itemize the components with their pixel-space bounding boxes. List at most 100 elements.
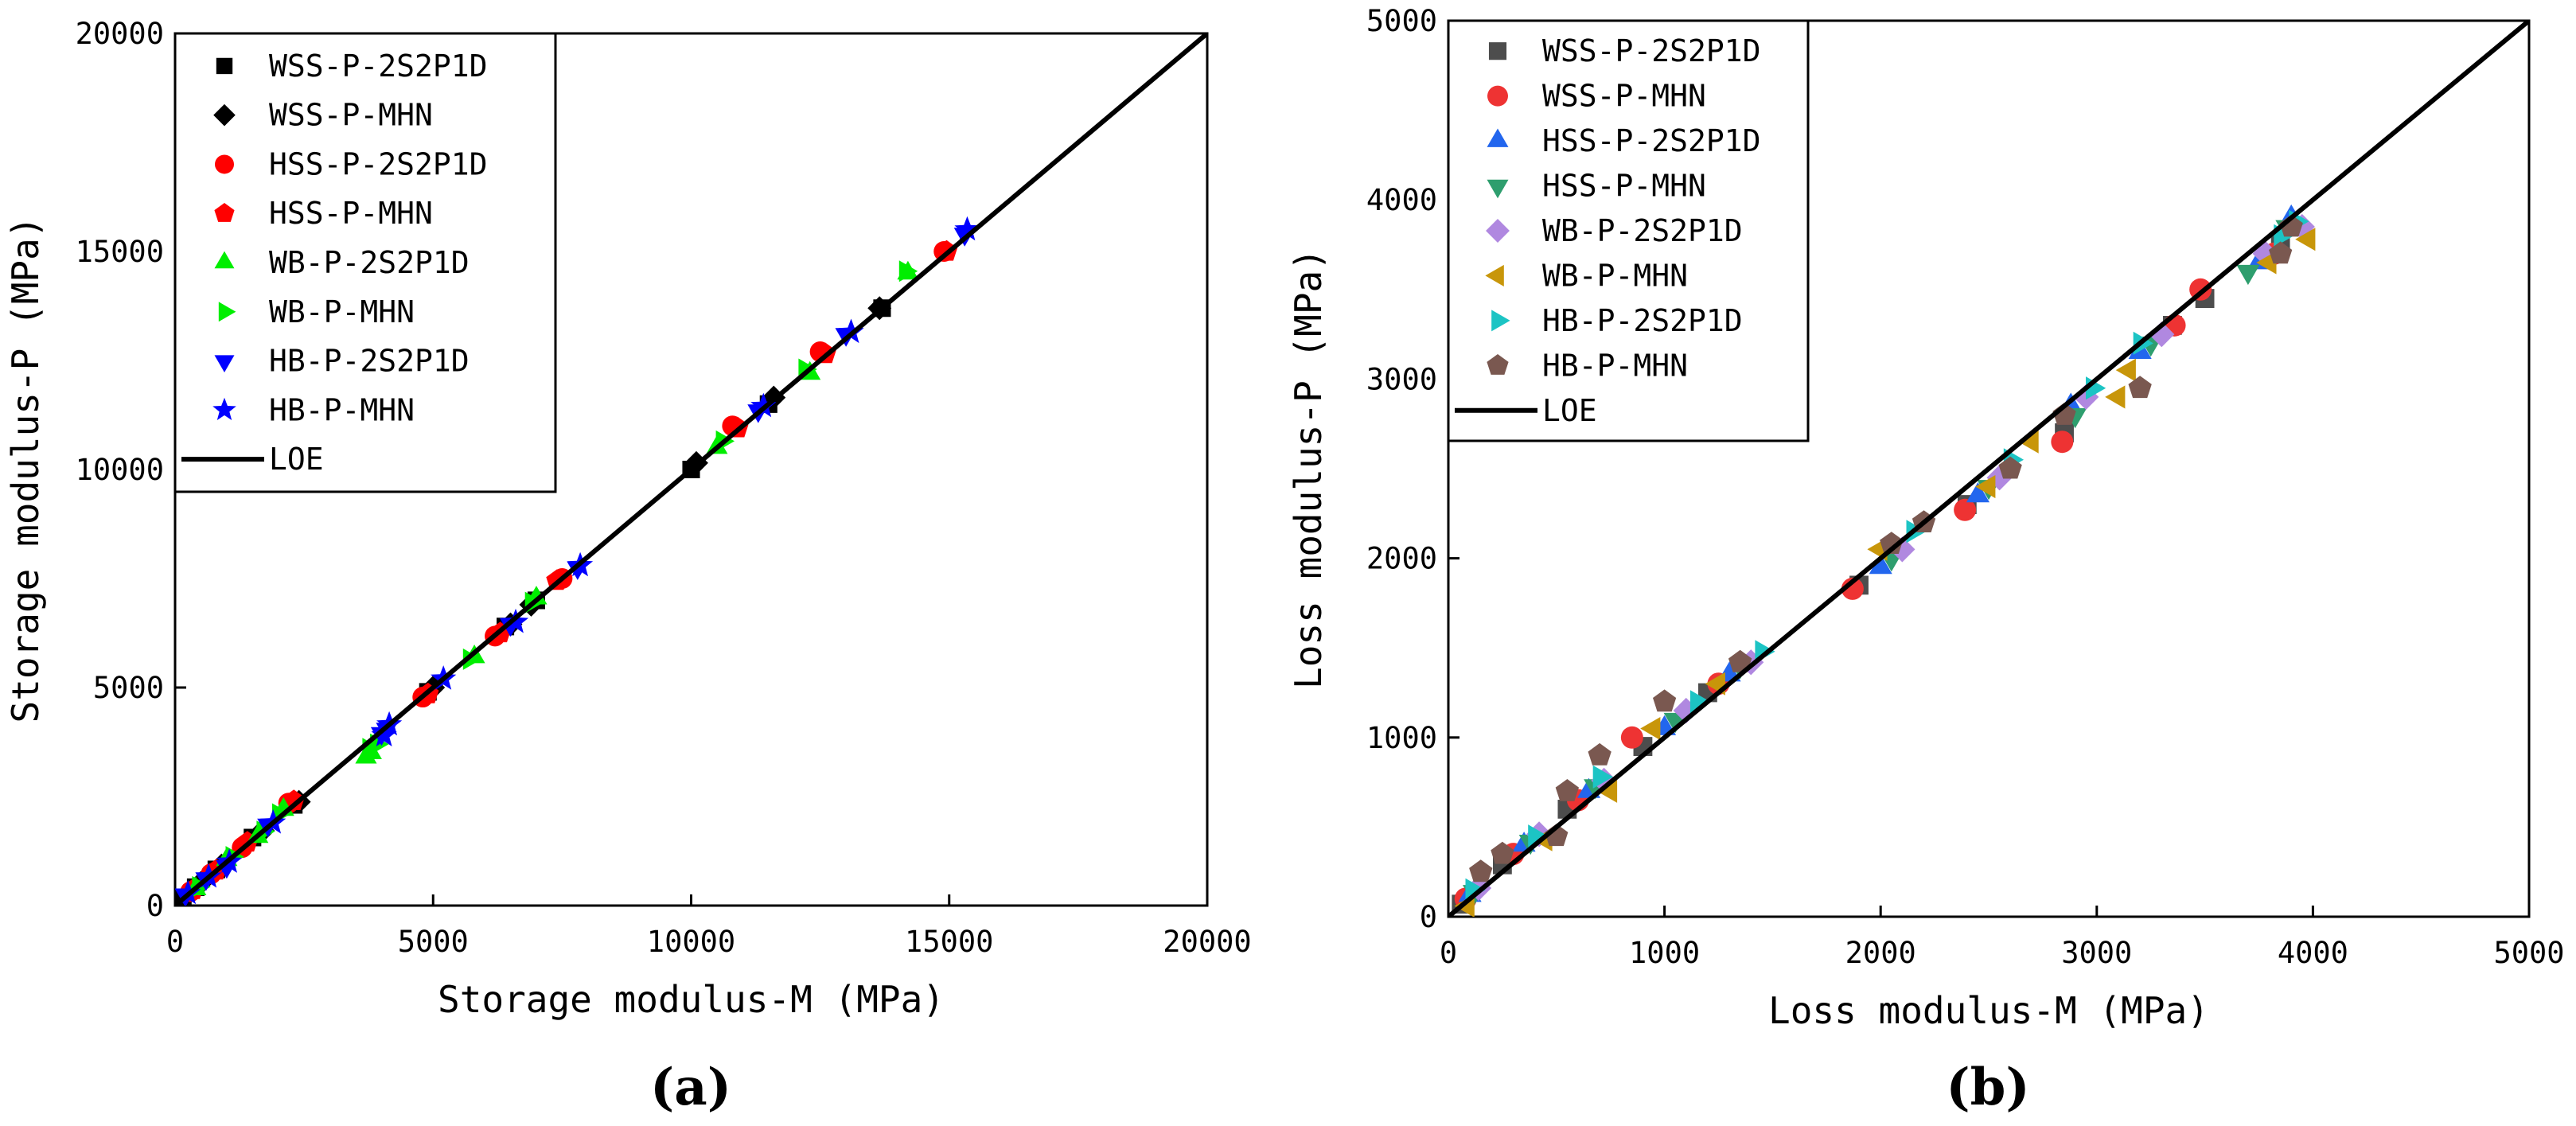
data-point xyxy=(1728,649,1752,672)
data-point xyxy=(1998,456,2022,479)
legend-marker xyxy=(214,203,235,222)
legend-label: HSS-P-2S2P1D xyxy=(269,146,488,181)
data-point xyxy=(1469,859,1493,882)
data-point xyxy=(2115,358,2136,382)
x-tick-label: 5000 xyxy=(2493,936,2564,970)
y-tick-label: 3000 xyxy=(1366,362,1437,396)
data-point xyxy=(1528,824,1549,848)
data-point xyxy=(283,789,305,810)
legend-marker xyxy=(214,251,235,269)
x-tick-label: 5000 xyxy=(398,925,469,959)
legend: WSS-P-2S2P1D WSS-P-MHN HSS-P-2S2P1D HSS-P-M… xyxy=(173,32,557,493)
legend-label: WSS-P-MHN xyxy=(269,98,433,133)
data-point xyxy=(2018,430,2039,454)
x-tick-label: 20000 xyxy=(1163,925,1251,959)
legend-marker xyxy=(1487,354,1509,375)
chart-panel-a: 0 5000 10000 15000 20000 0 5000 10000 15000 20000… xyxy=(4,17,1252,1117)
data-point xyxy=(462,648,482,670)
data-point xyxy=(1880,532,1904,554)
data-point xyxy=(1966,482,1989,503)
legend-marker xyxy=(1485,264,1504,286)
legend-marker xyxy=(213,103,236,127)
x-tick-label: 4000 xyxy=(2278,936,2348,970)
legend-label: WB-P-2S2P1D xyxy=(1542,213,1743,248)
y-tick-label: 10000 xyxy=(76,453,164,487)
legend-label: WSS-P-2S2P1D xyxy=(269,49,488,84)
legend-marker xyxy=(1491,310,1510,332)
y-tick-label: 5000 xyxy=(1366,4,1437,38)
x-tick-label: 1000 xyxy=(1629,936,1700,970)
legend-marker xyxy=(216,57,233,75)
data-point xyxy=(371,722,397,746)
data-point xyxy=(1592,765,1613,789)
data-point xyxy=(954,216,980,241)
y-tick-label: 0 xyxy=(146,889,164,923)
data-point xyxy=(1869,554,1892,575)
data-point xyxy=(1954,498,1977,521)
panel-label: (a) xyxy=(650,1058,731,1117)
x-tick-label: 15000 xyxy=(905,925,993,959)
legend-label: HB-P-MHN xyxy=(269,392,415,427)
legend-label: HB-P-2S2P1D xyxy=(1542,303,1743,338)
y-axis-label: Loss modulus-P (MPa) xyxy=(1287,248,1330,689)
x-axis-label: Storage modulus-M (MPa) xyxy=(438,978,945,1021)
legend-label: WB-P-2S2P1D xyxy=(269,245,470,280)
legend-label: LOE xyxy=(1542,393,1597,428)
panel-label: (b) xyxy=(1946,1058,2029,1117)
legend-label: HSS-P-MHN xyxy=(1542,169,1706,204)
legend-label: HSS-P-MHN xyxy=(269,196,433,231)
legend-label: WB-P-MHN xyxy=(269,294,415,329)
x-tick-label: 0 xyxy=(166,925,184,959)
legend-box xyxy=(173,32,557,493)
legend-marker xyxy=(215,154,234,174)
data-point xyxy=(2105,385,2126,409)
data-point xyxy=(1889,536,1915,563)
legend-label: WSS-P-MHN xyxy=(1542,79,1706,114)
y-tick-label: 20000 xyxy=(76,17,164,51)
data-point xyxy=(1653,689,1677,712)
legend-marker xyxy=(1487,179,1509,199)
data-point xyxy=(2051,431,2074,454)
legend: WSS-P-2S2P1D WSS-P-MHN HSS-P-2S2P1D HSS-P-M… xyxy=(1447,19,1810,442)
data-point xyxy=(2236,264,2260,286)
legend-label: HB-P-2S2P1D xyxy=(269,344,470,379)
legend-label: HB-P-MHN xyxy=(1542,348,1688,383)
legend-marker xyxy=(214,355,235,372)
data-point xyxy=(1975,475,1996,499)
y-tick-label: 5000 xyxy=(93,671,164,705)
x-tick-label: 3000 xyxy=(2061,936,2132,970)
plot-frame xyxy=(1447,19,2531,918)
legend-label: WB-P-MHN xyxy=(1542,258,1688,293)
data-point xyxy=(1555,779,1579,801)
y-tick-label: 1000 xyxy=(1366,721,1437,755)
loe-line xyxy=(175,33,1207,906)
x-axis-label: Loss modulus-M (MPa) xyxy=(1768,989,2209,1032)
x-tick-label: 2000 xyxy=(1845,936,1916,970)
data-point xyxy=(898,260,918,282)
legend-marker xyxy=(1487,128,1509,147)
data-point xyxy=(1596,779,1618,803)
legend-marker xyxy=(1487,85,1508,107)
data-point xyxy=(2149,321,2175,348)
legend-marker xyxy=(212,397,236,420)
data-point xyxy=(838,318,864,344)
loe-line xyxy=(1448,21,2529,917)
data-point xyxy=(1640,717,1661,741)
y-tick-label: 0 xyxy=(1420,900,1437,934)
x-tick-label: 0 xyxy=(1440,936,1457,970)
legend-label: HSS-P-2S2P1D xyxy=(1542,123,1761,158)
data-point xyxy=(2269,241,2293,264)
x-tick-label: 10000 xyxy=(647,925,735,959)
legend-marker xyxy=(1486,219,1510,243)
legend-label: WSS-P-2S2P1D xyxy=(1542,33,1761,68)
data-point xyxy=(1689,690,1711,714)
data-point xyxy=(2128,376,2152,399)
y-axis-label: Storage modulus-P (MPa) xyxy=(4,216,47,723)
data-point xyxy=(2295,228,2316,251)
data-point xyxy=(1588,742,1611,766)
data-point xyxy=(1620,726,1643,749)
plot-area xyxy=(1448,21,2529,917)
legend-marker xyxy=(218,302,236,322)
y-tick-label: 4000 xyxy=(1366,183,1437,217)
